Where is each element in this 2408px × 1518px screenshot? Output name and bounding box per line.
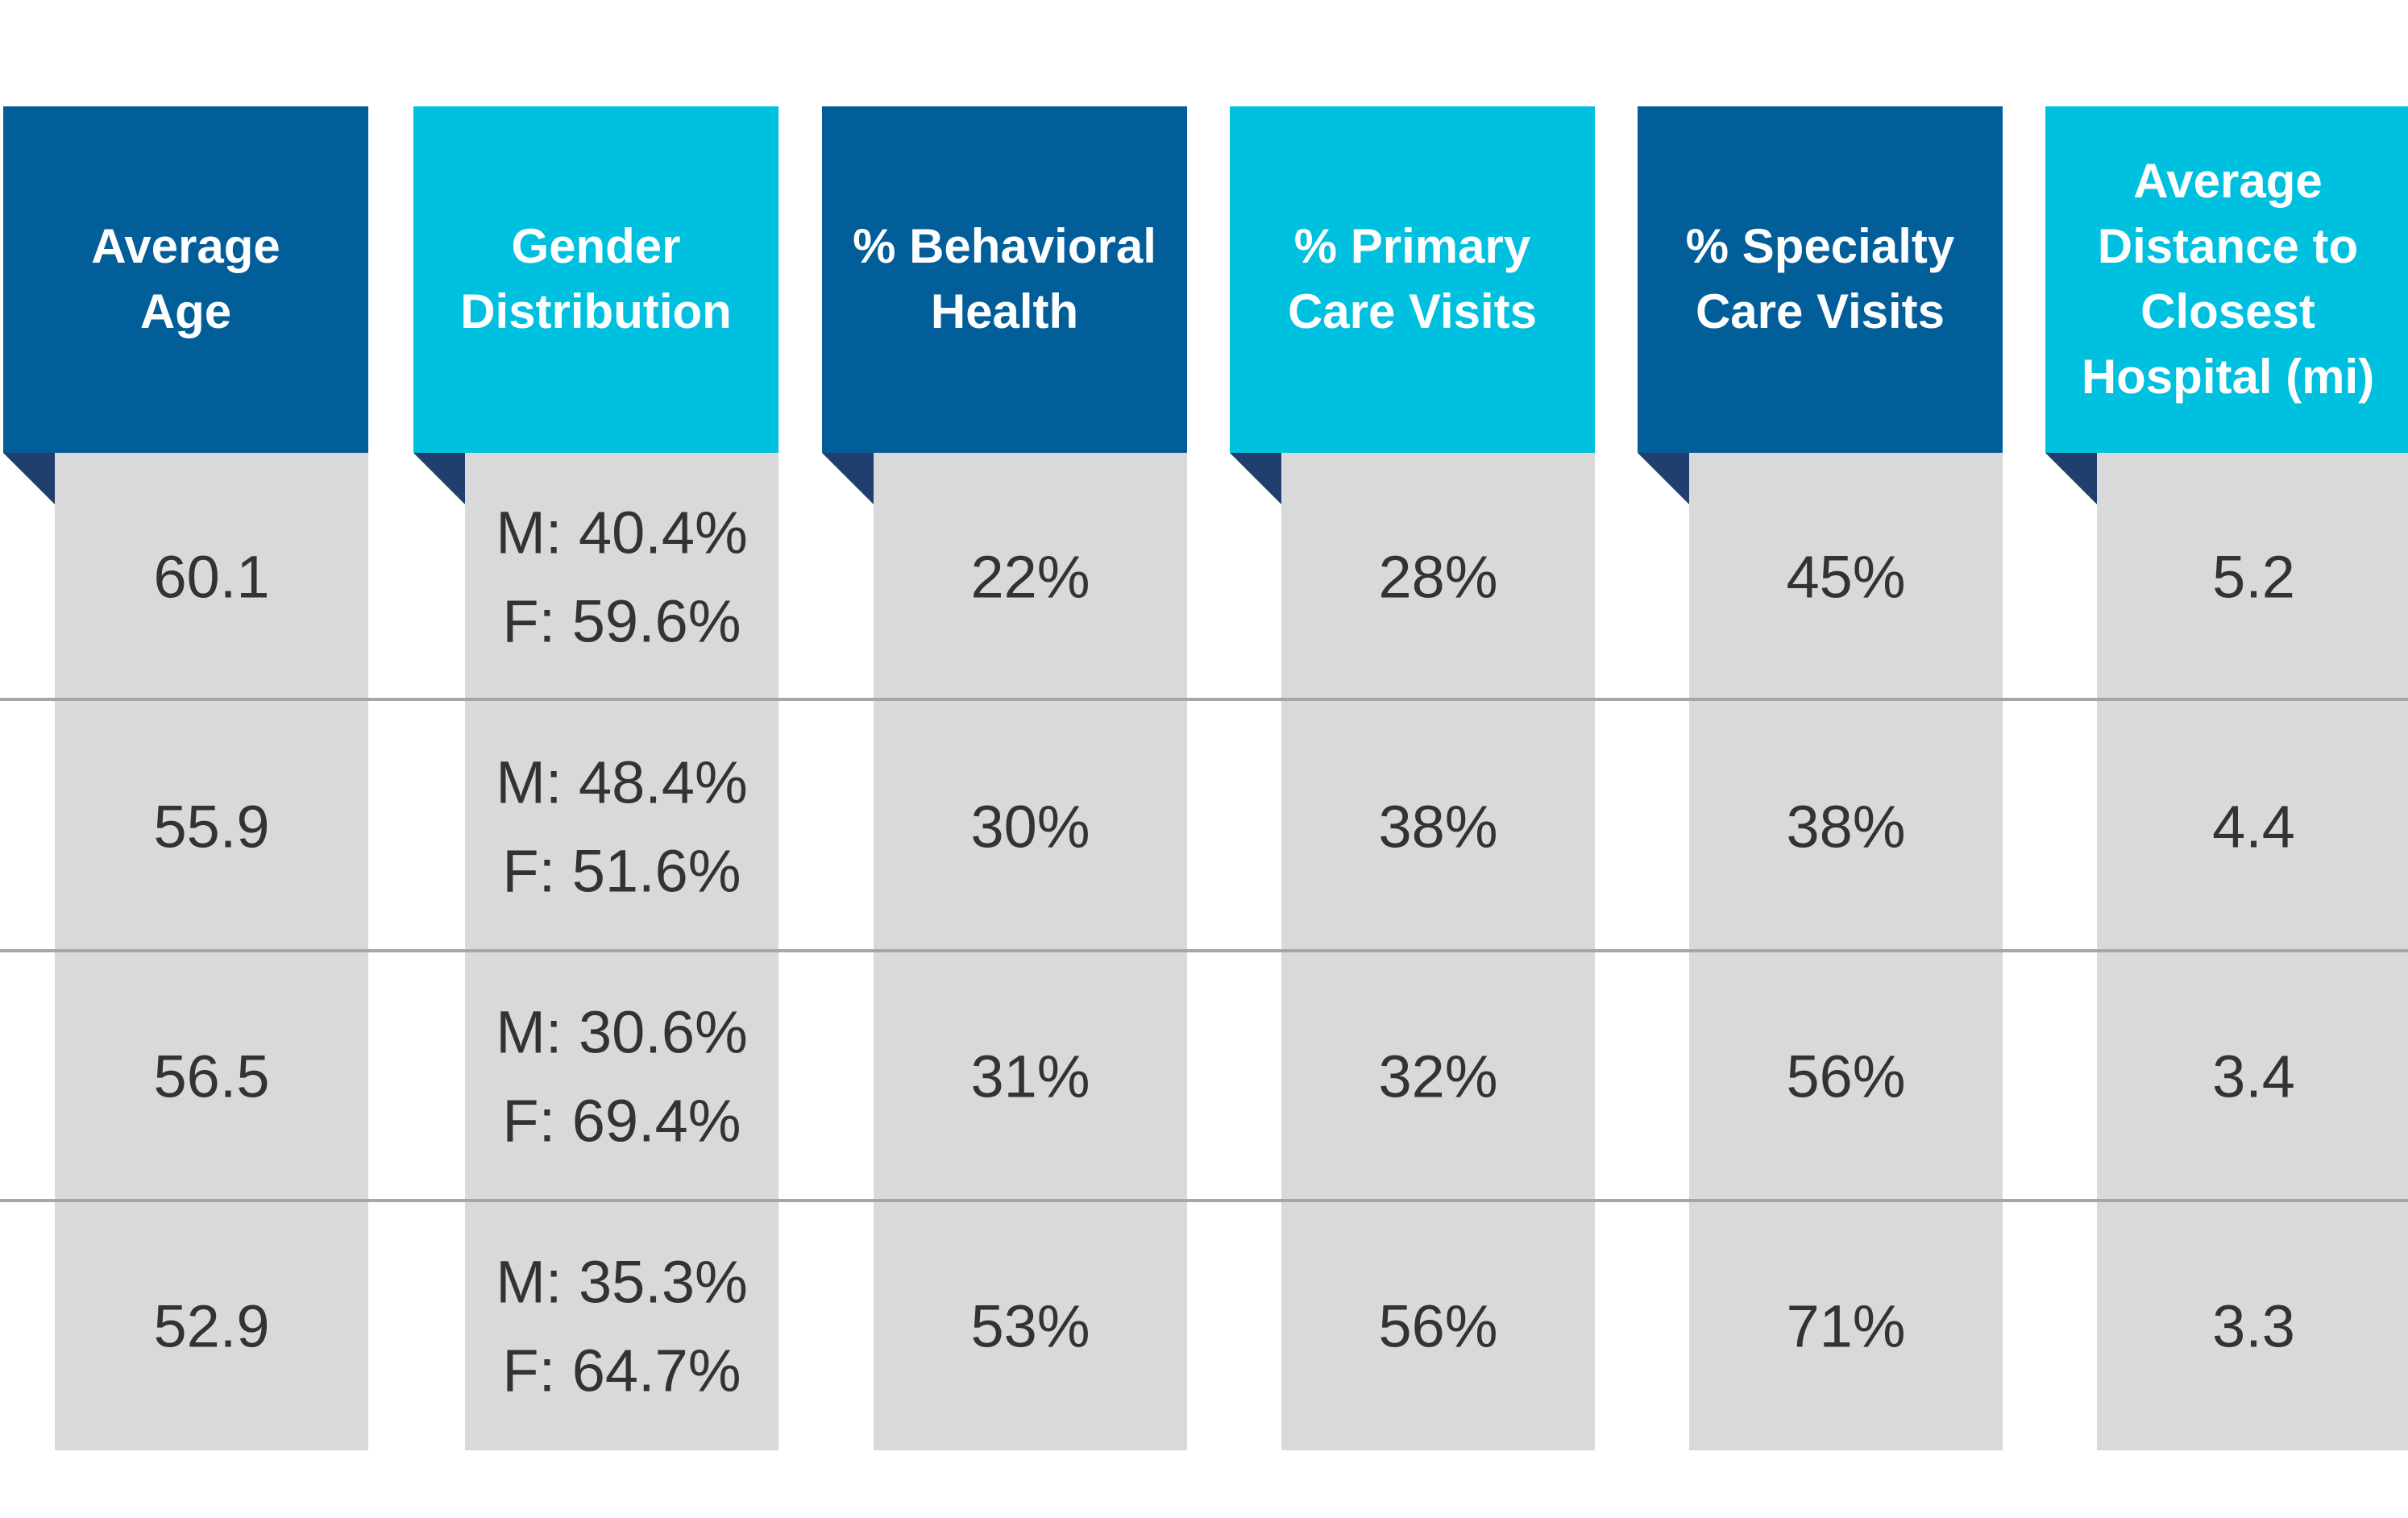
data-label: 3.3 [2212, 1293, 2295, 1360]
column-header-label: Closest [2140, 284, 2315, 338]
header-fold-icon [3, 453, 55, 504]
header-fold-icon [822, 453, 874, 504]
value-cell [55, 953, 368, 1203]
header-fold-icon [413, 453, 465, 504]
value-cell [55, 1203, 368, 1450]
value-cell [465, 703, 778, 953]
column-header-label: % Behavioral [853, 219, 1156, 273]
headers-layer [3, 106, 2408, 504]
value-cell [2097, 703, 2408, 953]
value-cell [465, 453, 778, 703]
value-cell [1689, 953, 2003, 1203]
column-header-label: Age [140, 284, 231, 338]
value-cell [1281, 953, 1595, 1203]
value-cell [874, 703, 1187, 953]
column-header-banner [1230, 106, 1595, 453]
column-header-label: Care Visits [1288, 284, 1537, 338]
value-cell [2097, 453, 2408, 703]
column-header-label: Average [2133, 154, 2323, 208]
data-label: 22% [970, 544, 1090, 611]
value-cell [874, 953, 1187, 1203]
data-label: 45% [1786, 544, 1905, 611]
column-header-label: Distribution [460, 284, 732, 338]
value-cell [465, 1203, 778, 1450]
data-label: 55.9 [153, 794, 269, 861]
data-label: 38% [1378, 794, 1497, 861]
column-header-label: % Primary [1294, 219, 1531, 273]
data-label: 32% [1378, 1043, 1497, 1110]
column-header-banner [822, 106, 1187, 453]
column-header-banner [3, 106, 368, 453]
data-label: F: 59.6% [502, 588, 741, 655]
data-label: 52.9 [153, 1293, 269, 1360]
header-fold-icon [1230, 453, 1281, 504]
column-header-label: Distance to [2098, 219, 2358, 273]
value-cell [1281, 703, 1595, 953]
column-header-label: Average [91, 219, 280, 273]
column-header-label: % Specialty [1686, 219, 1955, 273]
data-label: 53% [970, 1293, 1090, 1360]
data-label: 71% [1786, 1293, 1905, 1360]
value-cell [1281, 453, 1595, 703]
data-label: F: 69.4% [502, 1088, 741, 1155]
data-label: 30% [970, 794, 1090, 861]
value-cell [874, 1203, 1187, 1450]
data-label: 60.1 [153, 544, 269, 611]
value-cell [465, 953, 778, 1203]
data-label: 31% [970, 1043, 1090, 1110]
column-header-label: Health [931, 284, 1078, 338]
text-layer: Average Age Gender Distribution % Behavioral… [91, 154, 2374, 1404]
value-cell [1689, 1203, 2003, 1450]
value-cell [874, 453, 1187, 703]
data-label: 56% [1786, 1043, 1905, 1110]
value-cell [55, 453, 368, 703]
column-header-label: Hospital (mi) [2082, 350, 2374, 404]
value-cell [1281, 1203, 1595, 1450]
data-label: 56% [1378, 1293, 1497, 1360]
data-label: 3.4 [2212, 1043, 2295, 1110]
cells-layer [55, 453, 2408, 1450]
data-label: M: 40.4% [496, 500, 748, 566]
data-label: M: 30.6% [496, 999, 748, 1066]
data-label: M: 35.3% [496, 1249, 748, 1316]
value-cell [55, 703, 368, 953]
data-label: 5.2 [2212, 544, 2295, 611]
value-cell [1689, 703, 2003, 953]
column-header-label: Gender [511, 219, 680, 273]
data-label: 38% [1786, 794, 1905, 861]
row-dividers [0, 698, 2408, 1202]
value-cell [2097, 1203, 2408, 1450]
data-label: F: 51.6% [502, 838, 741, 905]
data-label: 28% [1378, 544, 1497, 611]
header-fold-icon [2045, 453, 2097, 504]
data-label: 4.4 [2212, 794, 2295, 861]
column-header-banner [413, 106, 778, 453]
column-header-banner [1638, 106, 2003, 453]
value-cell [1689, 453, 2003, 703]
data-label: F: 64.7% [502, 1338, 741, 1404]
header-fold-icon [1638, 453, 1689, 504]
column-header-banner [2045, 106, 2408, 453]
data-label: M: 48.4% [496, 749, 748, 816]
column-header-label: Care Visits [1696, 284, 1945, 338]
data-label: 56.5 [153, 1043, 269, 1110]
value-cell [2097, 953, 2408, 1203]
